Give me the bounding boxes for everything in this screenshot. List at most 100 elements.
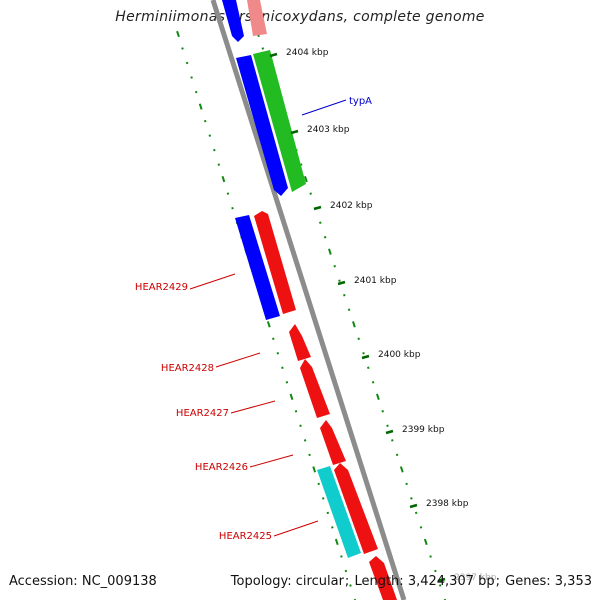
inner-track-dot — [349, 584, 352, 587]
accession-value: NC_009138 — [81, 574, 157, 589]
inner-track-dot — [213, 148, 216, 152]
inner-track-dot — [266, 321, 271, 328]
gene-label[interactable]: HEAR2426 — [195, 462, 248, 473]
feature-blue-1[interactable] — [236, 55, 288, 196]
inner-track-dot — [326, 511, 330, 515]
inner-track-dot — [276, 352, 280, 355]
accession-label: Accession: — [9, 574, 78, 589]
inner-track-dot — [294, 410, 298, 413]
outer-track-dot — [410, 497, 413, 500]
inner-track-dot — [194, 90, 198, 94]
length-label: Length: — [354, 574, 404, 589]
scale-tick — [290, 129, 299, 135]
scale-tick — [337, 280, 346, 286]
length-value: 3,424,307 bp — [407, 574, 495, 589]
gene-label[interactable]: HEAR2428 — [161, 363, 214, 374]
feature-gc-green[interactable] — [253, 50, 306, 192]
inner-track-dot — [299, 424, 302, 428]
gene-leader-line — [273, 520, 319, 537]
scale-tick — [313, 205, 322, 211]
gene-label[interactable]: typA — [349, 96, 372, 107]
scale-tick-label: 2401 kbp — [354, 276, 397, 286]
outer-track-dot — [367, 366, 370, 370]
inner-track-dot — [185, 61, 189, 65]
outer-track-dot — [395, 453, 399, 457]
inner-track-dot — [176, 30, 180, 38]
inner-track-dot — [190, 76, 193, 79]
outer-track-dot — [357, 337, 360, 341]
inner-track-dot — [198, 103, 203, 110]
inner-track-dot — [340, 555, 343, 558]
outer-track-dot — [371, 381, 375, 384]
map-title: Herminiimonas arsenicoxydans, complete g… — [115, 9, 485, 25]
outer-track-dot — [429, 555, 432, 558]
inner-track-dot — [344, 569, 348, 573]
inner-track-dot — [331, 526, 334, 529]
scale-tick-label: 2404 kbp — [286, 48, 329, 58]
inner-track-dot — [285, 381, 289, 384]
genes-label: Genes: — [505, 574, 551, 589]
feature-red-bottom[interactable] — [369, 556, 397, 600]
gene-leader-line — [301, 99, 347, 116]
scale-tick — [409, 503, 418, 509]
feature-red-2427[interactable] — [300, 359, 330, 418]
outer-track-dot — [343, 293, 346, 297]
feature-track — [222, 0, 397, 600]
inner-track-dot — [203, 119, 207, 123]
outer-track-dot — [261, 47, 265, 50]
gene-labels: typA HEAR2429 HEAR2428 HEAR2427 HEAR2426 HEAR… — [135, 96, 372, 542]
inner-track-dot — [303, 439, 307, 442]
gene-label[interactable]: HEAR2429 — [135, 282, 188, 293]
inner-track-dot — [208, 134, 212, 137]
genome-summary: Topology: circular; Length: 3,424,307 bp… — [230, 574, 592, 589]
scale-tick-label: 2400 kbp — [378, 350, 421, 360]
scale-ticks: 2404 kbp 2403 kbp 2402 kbp 2401 kbp 2400 kbp… — [269, 48, 497, 583]
outer-track-dot — [338, 279, 341, 282]
outer-track-dot — [438, 584, 442, 587]
outer-track-dot — [352, 321, 356, 328]
inner-track-dot — [289, 393, 294, 400]
outer-track-dot — [304, 175, 308, 183]
inner-track-dot — [272, 337, 275, 341]
scale-tick-label: 2403 kbp — [307, 125, 350, 135]
feature-red-2425[interactable] — [334, 463, 378, 554]
feature-red-2428[interactable] — [289, 324, 311, 361]
inner-track-dot — [231, 206, 234, 210]
scale-tick-label: 2402 kbp — [330, 201, 373, 211]
inner-track-dot — [221, 175, 226, 183]
outer-track-dot — [434, 569, 437, 573]
inner-track-dot — [226, 192, 230, 195]
outer-track-dot — [391, 439, 394, 442]
inner-track-dot — [308, 453, 311, 457]
feature-red-2429[interactable] — [254, 211, 296, 314]
outer-track-dot — [347, 308, 351, 311]
scale-tick — [385, 429, 394, 435]
scale-tick — [269, 52, 278, 58]
outer-track-dot — [423, 538, 428, 546]
outer-track-dot — [399, 466, 404, 473]
scale-tick-label: 2397 kbp — [454, 573, 497, 583]
outer-track-dot — [419, 526, 423, 529]
scale-tick-label: 2399 kbp — [402, 425, 445, 435]
gene-label[interactable]: HEAR2425 — [219, 531, 272, 542]
feature-top-blue[interactable] — [222, 0, 244, 42]
gene-leader-line — [189, 273, 236, 290]
feature-blue-2[interactable] — [235, 215, 280, 320]
scale-tick — [437, 577, 446, 583]
outer-track-dot — [328, 248, 332, 255]
gene-leader-line — [249, 454, 294, 468]
inner-track-dot — [317, 482, 320, 486]
feature-cyan-2425[interactable] — [317, 466, 361, 558]
outer-track-dot — [414, 511, 418, 515]
scale-tick-label: 2398 kbp — [426, 499, 469, 509]
outer-track-dot — [323, 235, 327, 239]
inner-track-dot — [334, 538, 339, 546]
outer-track-dot — [405, 482, 408, 486]
gene-label[interactable]: HEAR2427 — [176, 408, 229, 419]
outer-track-dot — [309, 192, 312, 195]
inner-track-dot — [281, 366, 284, 370]
inner-track-dot — [312, 466, 317, 473]
feature-red-2426[interactable] — [320, 420, 346, 465]
feature-top-pink[interactable] — [247, 0, 267, 36]
